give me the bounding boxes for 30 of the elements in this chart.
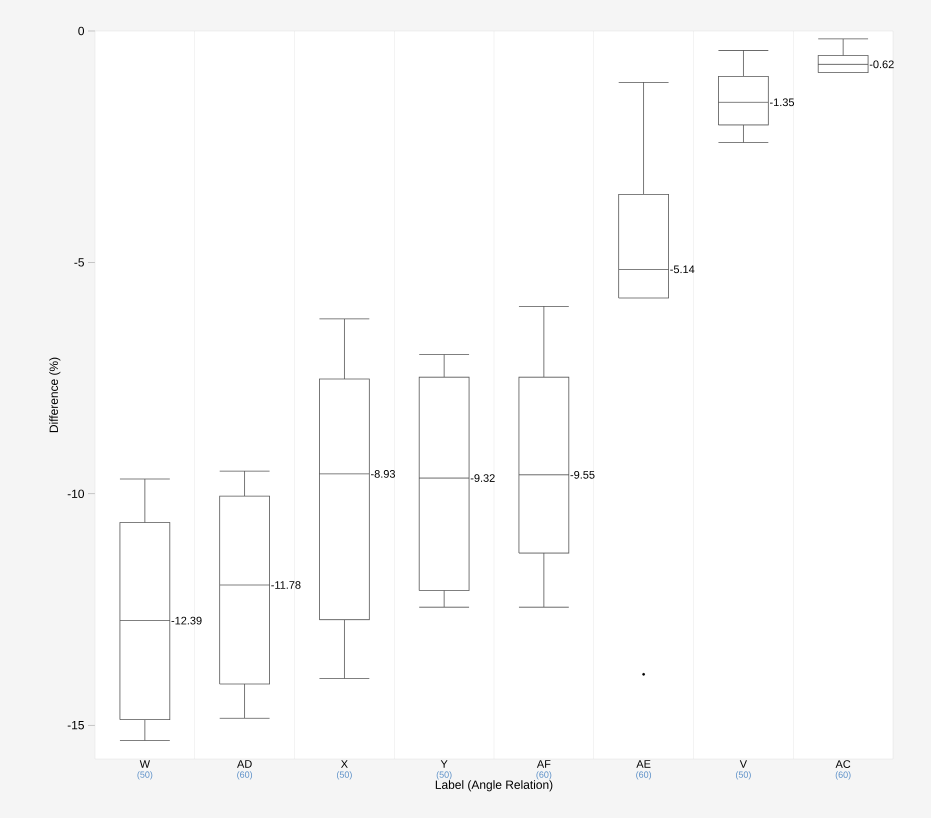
y-tick-label: -5 xyxy=(74,258,84,267)
text: (60) xyxy=(836,771,851,780)
x-tick-label: AF xyxy=(536,760,550,768)
y-axis-title: Difference (%) xyxy=(49,358,60,432)
text: (60) xyxy=(237,771,252,780)
x-tick-label: AE xyxy=(636,760,650,768)
text: (50) xyxy=(736,771,751,780)
x-tick-label: W xyxy=(140,760,150,768)
x-tick-label: V xyxy=(740,760,747,768)
text: (50) xyxy=(436,771,452,780)
text: (50) xyxy=(137,771,152,780)
text: (60) xyxy=(536,771,552,780)
annotation: -8.93 xyxy=(371,470,396,478)
x-tick-label: X xyxy=(340,760,348,768)
text: (50) xyxy=(336,771,352,780)
annotation: -5.14 xyxy=(670,266,694,274)
y-tick-label: -15 xyxy=(68,721,84,730)
annotation: -11.78 xyxy=(271,581,301,589)
annotation: -9.55 xyxy=(570,470,595,479)
x-tick-label: AD xyxy=(237,760,252,768)
text: (60) xyxy=(636,771,652,780)
y-tick-label: -10 xyxy=(68,490,84,498)
x-tick-label: AC xyxy=(836,760,850,768)
x-axis-title: Label (Angle Relation) xyxy=(436,780,552,792)
annotation: -9.32 xyxy=(470,474,495,482)
annotation: -12.39 xyxy=(171,616,202,624)
annotation: -1.35 xyxy=(770,98,794,106)
annotation: -0.62 xyxy=(870,60,894,68)
x-tick-label: Y xyxy=(440,760,448,768)
y-tick-label: 0 xyxy=(78,26,84,36)
